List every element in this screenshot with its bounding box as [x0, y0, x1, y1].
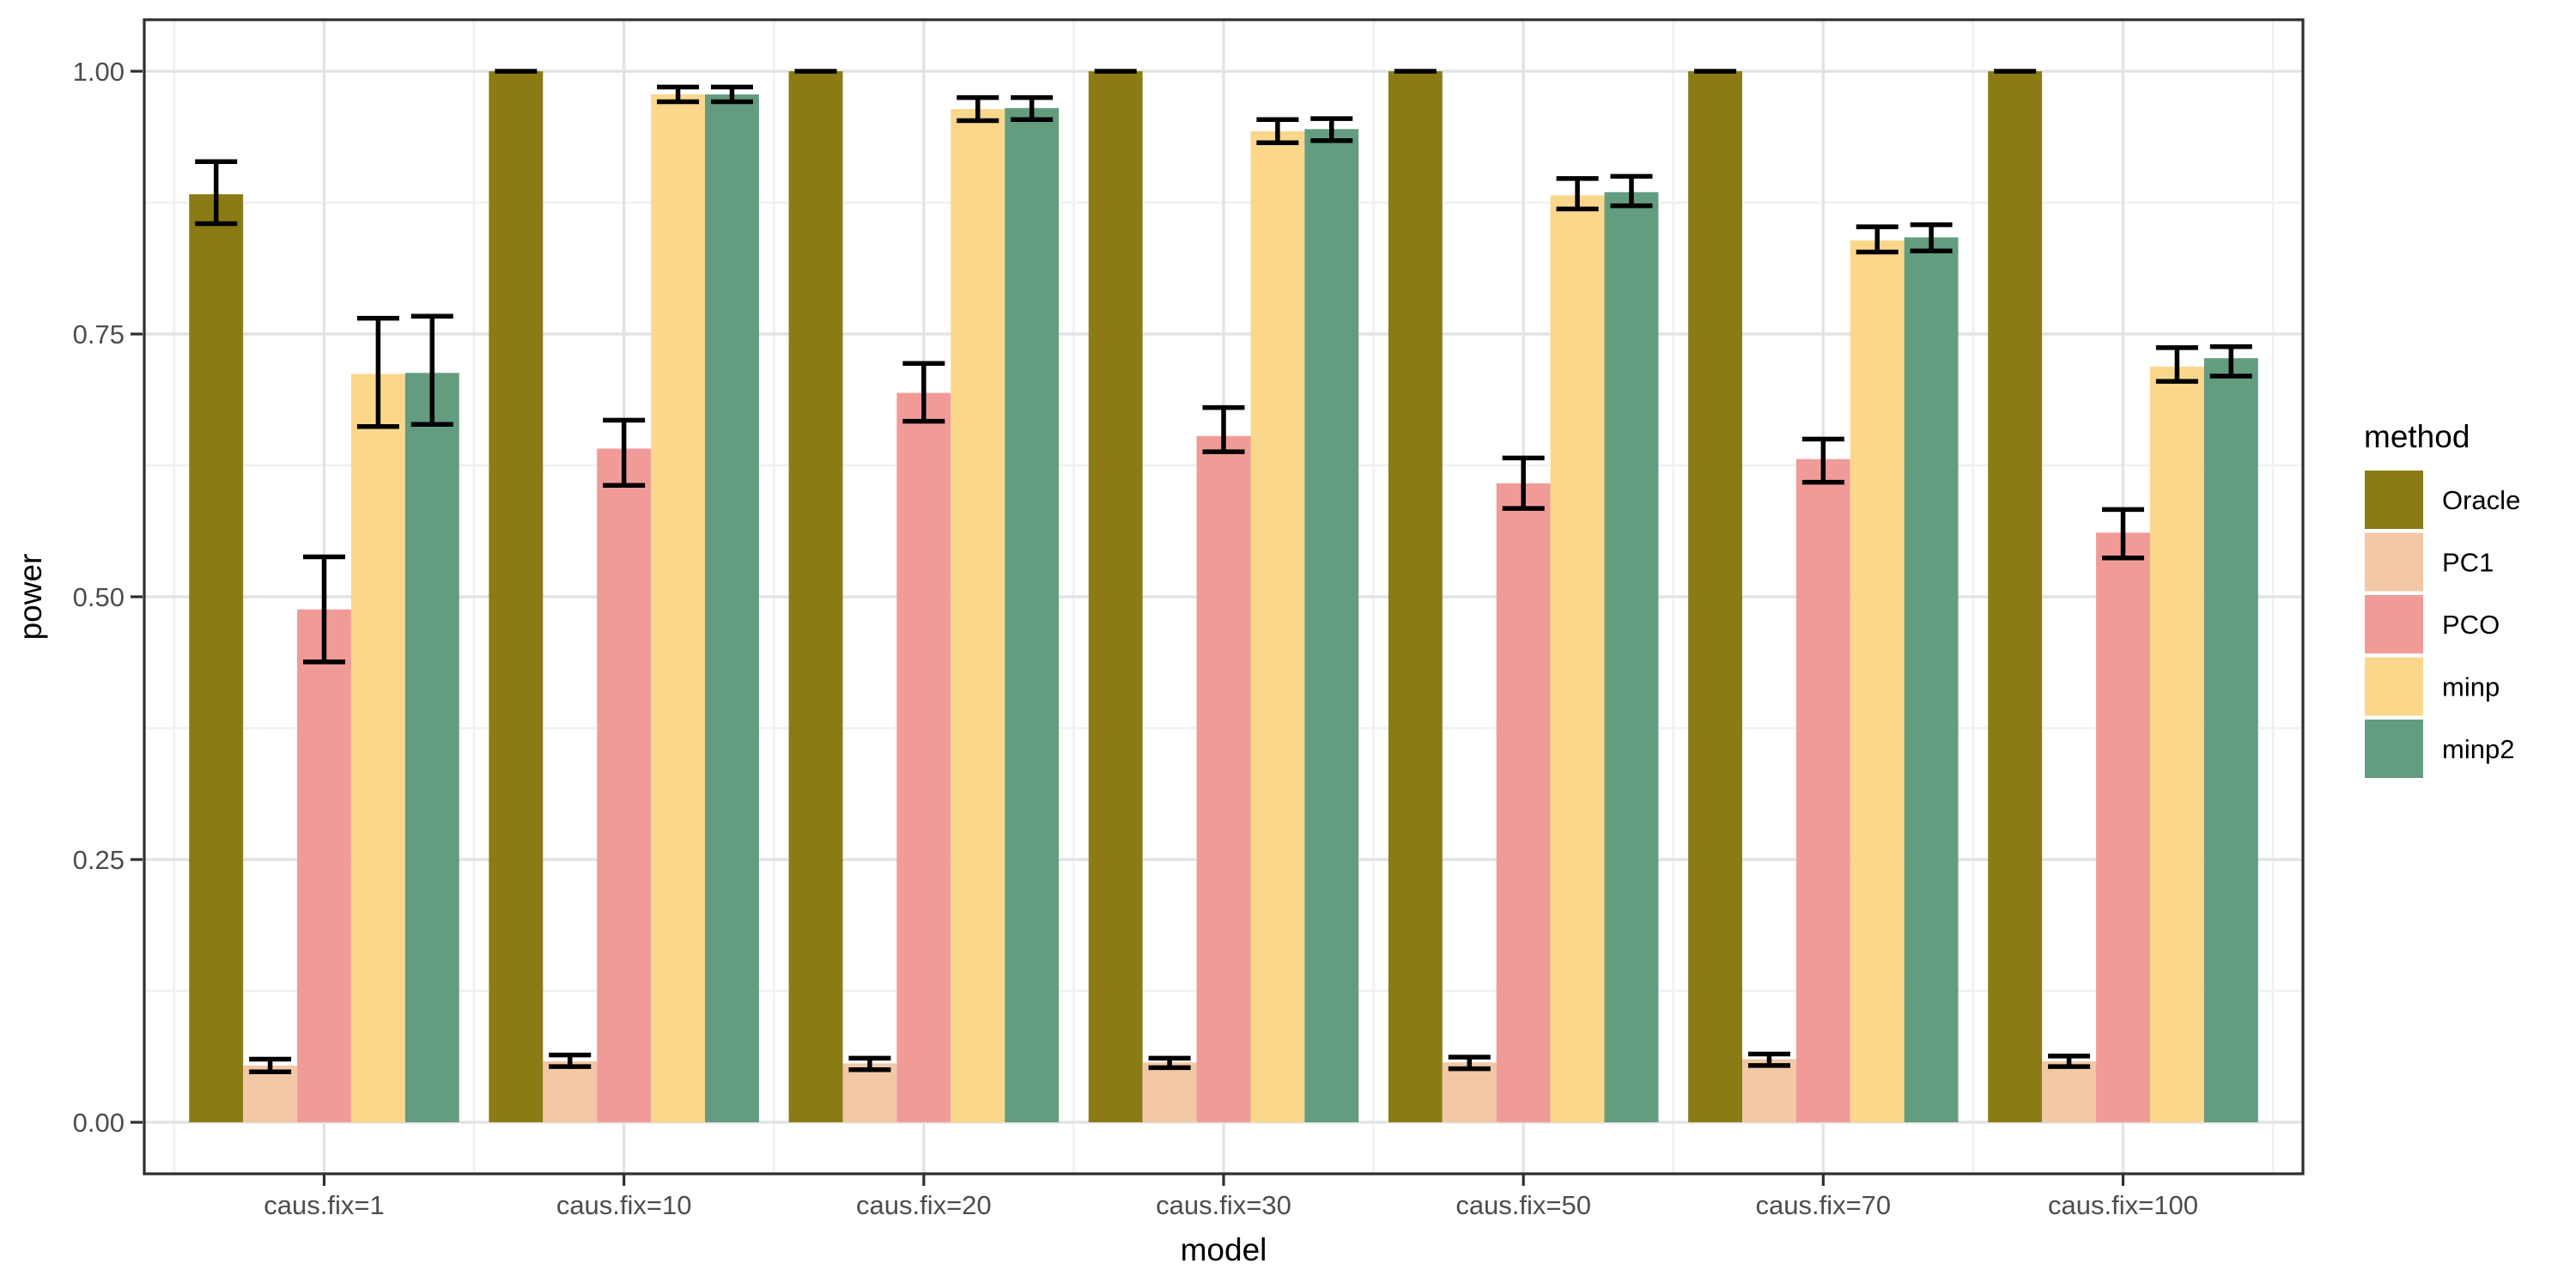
legend-key-minp: [2365, 657, 2423, 716]
bar-minp2-caus.fix=30: [1304, 129, 1359, 1122]
y-tick-label: 0.50: [73, 582, 125, 612]
bar-minp-caus.fix=20: [951, 109, 1005, 1123]
y-tick-label: 1.00: [73, 57, 125, 87]
bar-PCO-caus.fix=10: [597, 448, 652, 1122]
bar-minp2-caus.fix=20: [1005, 107, 1060, 1123]
bar-Oracle-caus.fix=20: [788, 71, 843, 1122]
legend-key-PCO: [2365, 595, 2423, 653]
x-tick-label: caus.fix=1: [264, 1190, 384, 1220]
bar-Oracle-caus.fix=70: [1688, 71, 1742, 1122]
legend-label-minp: minp: [2442, 672, 2500, 702]
y-tick-label: 0.00: [73, 1108, 125, 1138]
bar-PC1-caus.fix=100: [2042, 1061, 2097, 1122]
bar-minp2-caus.fix=70: [1904, 237, 1959, 1123]
bar-PCO-caus.fix=70: [1795, 459, 1850, 1122]
legend-label-minp2: minp2: [2442, 734, 2514, 764]
bar-PCO-caus.fix=20: [896, 392, 951, 1122]
x-tick-label: caus.fix=100: [2048, 1190, 2198, 1220]
legend-key-PC1: [2365, 532, 2423, 592]
bar-PC1-caus.fix=30: [1142, 1062, 1197, 1122]
legend-key-minp2: [2365, 720, 2423, 778]
bar-Oracle-caus.fix=100: [1988, 71, 2043, 1122]
bar-PCO-caus.fix=50: [1496, 483, 1551, 1122]
legend-label-PC1: PC1: [2442, 548, 2494, 578]
bar-minp-caus.fix=50: [1550, 195, 1605, 1122]
y-axis-title: power: [13, 554, 48, 641]
bar-minp2-caus.fix=10: [705, 94, 759, 1123]
legend-label-PCO: PCO: [2442, 610, 2500, 640]
bar-minp2-caus.fix=100: [2203, 358, 2258, 1123]
bar-PCO-caus.fix=1: [297, 609, 351, 1122]
bar-PC1-caus.fix=20: [842, 1063, 897, 1122]
legend-key-Oracle: [2365, 471, 2423, 529]
bar-minp2-caus.fix=1: [404, 373, 459, 1123]
bar-Oracle-caus.fix=30: [1088, 71, 1143, 1122]
x-tick-label: caus.fix=70: [1755, 1190, 1891, 1220]
bar-PCO-caus.fix=30: [1196, 435, 1251, 1122]
x-axis-title: model: [1181, 1232, 1267, 1267]
bar-Oracle-caus.fix=50: [1388, 71, 1443, 1122]
bar-minp2-caus.fix=50: [1604, 191, 1659, 1122]
bar-PC1-caus.fix=10: [543, 1061, 598, 1122]
bar-PC1-caus.fix=1: [243, 1065, 298, 1122]
bar-minp-caus.fix=30: [1250, 131, 1305, 1122]
legend-title: method: [2364, 419, 2470, 454]
bar-Oracle-caus.fix=1: [189, 194, 244, 1122]
bar-Oracle-caus.fix=10: [489, 71, 544, 1122]
bar-minp-caus.fix=70: [1850, 240, 1905, 1123]
y-tick-label: 0.75: [73, 319, 125, 349]
y-tick-label: 0.25: [73, 845, 125, 875]
bar-minp-caus.fix=1: [350, 374, 405, 1123]
bar-PC1-caus.fix=70: [1741, 1059, 1796, 1122]
x-tick-label: caus.fix=50: [1455, 1190, 1591, 1220]
bar-minp-caus.fix=10: [651, 94, 706, 1123]
legend-label-Oracle: Oracle: [2442, 485, 2520, 515]
bar-PCO-caus.fix=100: [2096, 532, 2150, 1122]
bar-PC1-caus.fix=50: [1442, 1062, 1497, 1122]
x-tick-label: caus.fix=20: [856, 1190, 992, 1220]
bar-minp-caus.fix=100: [2149, 366, 2204, 1123]
x-tick-label: caus.fix=10: [556, 1190, 692, 1220]
x-tick-label: caus.fix=30: [1156, 1190, 1291, 1220]
